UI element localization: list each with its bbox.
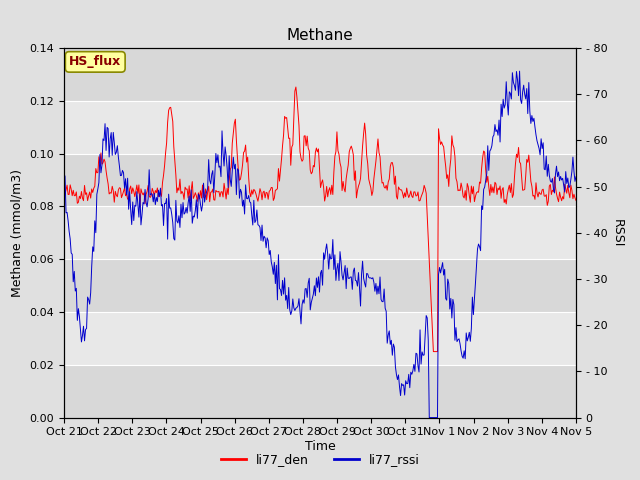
- X-axis label: Time: Time: [305, 440, 335, 453]
- Bar: [64, 206, 576, 259]
- Y-axis label: RSSI: RSSI: [611, 218, 624, 247]
- Bar: [64, 48, 576, 101]
- Bar: [64, 154, 576, 206]
- Bar: [64, 312, 576, 365]
- Y-axis label: Methane (mmol/m3): Methane (mmol/m3): [11, 169, 24, 297]
- Bar: [64, 365, 576, 418]
- Bar: [64, 259, 576, 312]
- Bar: [64, 101, 576, 154]
- Legend: li77_den, li77_rssi: li77_den, li77_rssi: [216, 448, 424, 471]
- Title: Methane: Methane: [287, 28, 353, 43]
- Text: HS_flux: HS_flux: [69, 55, 122, 68]
